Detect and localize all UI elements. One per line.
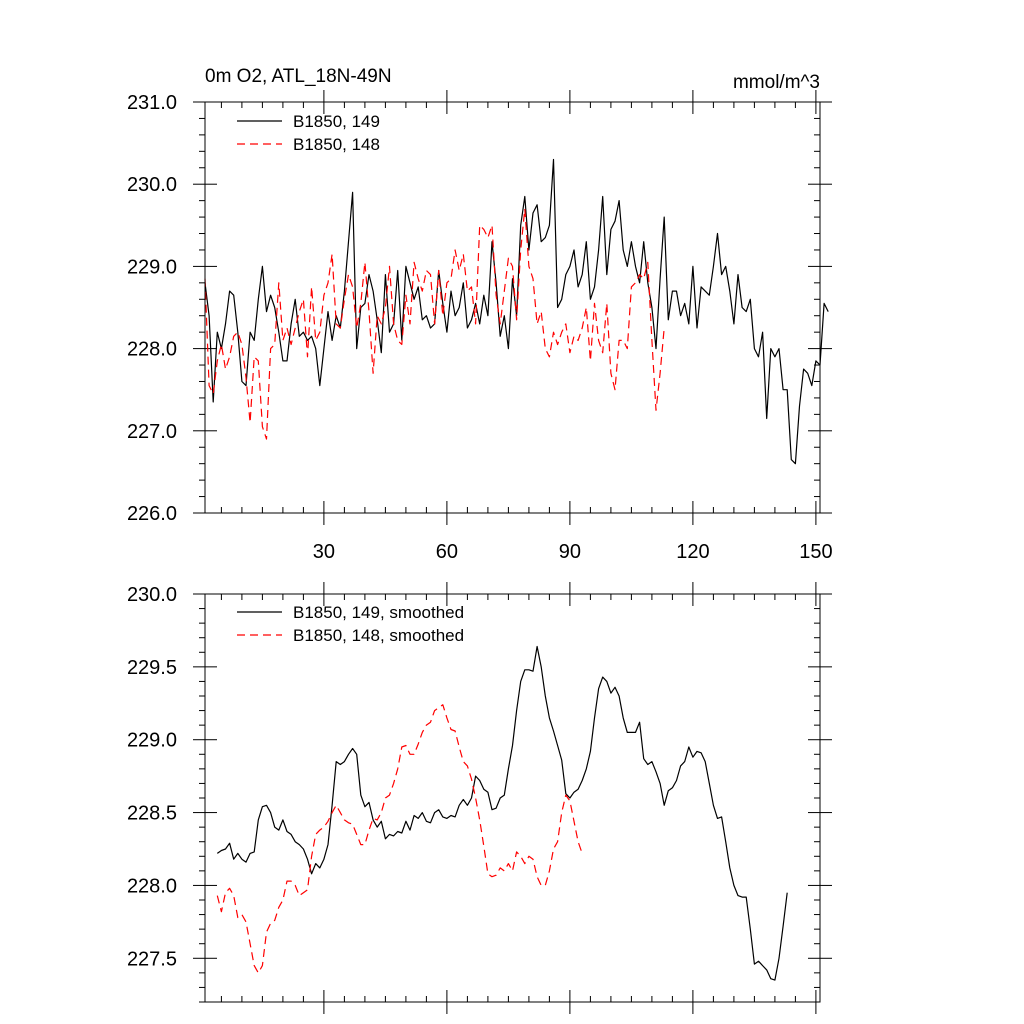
legend-label-b1850-148: B1850, 148 bbox=[293, 135, 380, 154]
x-tick-label: 120 bbox=[676, 541, 709, 563]
units-label: mmol/m^3 bbox=[733, 72, 820, 93]
series-line-b1850-149-smoothed bbox=[216, 645, 788, 981]
legend-label-b1850-148-smoothed: B1850, 148, smoothed bbox=[293, 626, 464, 645]
y-tick-label: 226.0 bbox=[127, 503, 177, 525]
legend-label-b1850-149: B1850, 149 bbox=[293, 112, 380, 131]
y-tick-label: 230.0 bbox=[127, 584, 177, 606]
bottom-panel: 227.5 228.0 228.5 229.0 229.5 230.0 B1850, 14… bbox=[127, 582, 832, 1014]
top-axes-ticks: 30 60 90 120 150 226.0 227.0 228.0 229.0 230.0 231… bbox=[127, 90, 833, 563]
top-plot-frame bbox=[204, 101, 821, 514]
y-tick-label: 227.0 bbox=[127, 421, 177, 443]
legend-label-b1850-149-smoothed: B1850, 149, smoothed bbox=[293, 603, 464, 622]
y-tick-label: 227.5 bbox=[127, 948, 177, 970]
y-tick-label: 229.0 bbox=[127, 256, 177, 278]
y-tick-label: 228.0 bbox=[127, 875, 177, 897]
top-legend: B1850, 149 B1850, 148 bbox=[237, 112, 380, 154]
bottom-series-group bbox=[216, 645, 788, 981]
y-tick-label: 228.5 bbox=[127, 803, 177, 825]
x-tick-label: 60 bbox=[436, 541, 458, 563]
series-line-b1850-148 bbox=[204, 208, 665, 440]
chart-title: 0m O2, ATL_18N-49N bbox=[205, 66, 392, 87]
y-tick-label: 229.5 bbox=[127, 657, 177, 679]
x-tick-label: 30 bbox=[313, 541, 335, 563]
y-tick-label: 228.0 bbox=[127, 339, 177, 361]
y-tick-label: 231.0 bbox=[127, 92, 177, 114]
top-panel: 0m O2, ATL_18N-49N mmol/m^3 30 60 90 120 150… bbox=[127, 66, 833, 563]
y-tick-label: 229.0 bbox=[127, 730, 177, 752]
x-tick-label: 150 bbox=[799, 541, 832, 563]
bottom-legend: B1850, 149, smoothed B1850, 148, smoothe… bbox=[237, 603, 464, 645]
series-line-b1850-148-smoothed bbox=[216, 704, 583, 974]
y-tick-label: 230.0 bbox=[127, 174, 177, 196]
x-tick-label: 90 bbox=[559, 541, 581, 563]
top-series-group bbox=[204, 158, 829, 465]
bottom-plot-frame bbox=[204, 593, 821, 1003]
bottom-axes-ticks: 227.5 228.0 228.5 229.0 229.5 230.0 bbox=[127, 582, 832, 1014]
